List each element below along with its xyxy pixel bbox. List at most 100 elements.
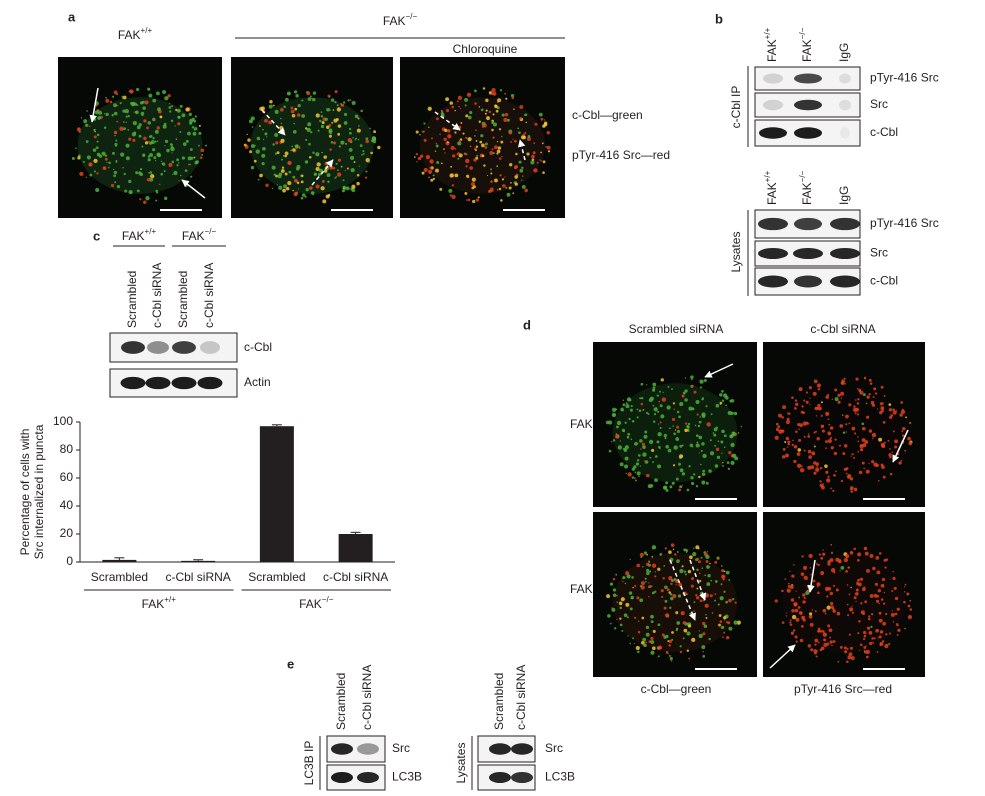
puncta (822, 549, 824, 551)
puncta (904, 583, 907, 586)
puncta (343, 121, 348, 125)
blot-band (121, 341, 145, 354)
puncta (457, 157, 460, 160)
row-label: Src (870, 246, 888, 260)
puncta (691, 577, 695, 581)
puncta (304, 195, 307, 198)
puncta (712, 432, 715, 434)
puncta (842, 414, 844, 416)
puncta (787, 582, 790, 585)
puncta (719, 393, 723, 397)
puncta (493, 145, 498, 150)
puncta (832, 584, 836, 587)
puncta (614, 627, 617, 630)
puncta (292, 189, 294, 192)
puncta (519, 117, 522, 120)
puncta (96, 140, 99, 143)
puncta (85, 140, 89, 143)
puncta (667, 385, 670, 388)
puncta (679, 444, 683, 448)
puncta (325, 125, 330, 130)
puncta (816, 563, 819, 566)
puncta (891, 451, 894, 453)
puncta (839, 424, 844, 428)
puncta (781, 589, 784, 593)
puncta (617, 445, 623, 450)
blot-band (172, 341, 196, 354)
puncta (519, 105, 524, 109)
puncta (857, 436, 859, 438)
puncta (342, 185, 347, 191)
puncta (327, 180, 330, 183)
puncta (663, 433, 667, 438)
puncta (300, 180, 304, 184)
puncta (653, 412, 657, 416)
puncta (878, 437, 883, 442)
puncta (522, 175, 524, 177)
puncta (693, 547, 695, 550)
puncta (547, 150, 551, 153)
puncta (358, 165, 360, 167)
puncta (187, 131, 191, 136)
puncta (607, 420, 613, 425)
puncta (159, 115, 163, 119)
puncta (731, 431, 736, 436)
puncta (198, 144, 200, 147)
puncta (849, 607, 854, 612)
puncta (860, 602, 863, 605)
puncta (475, 198, 480, 202)
puncta (866, 568, 870, 573)
arrow (689, 559, 707, 601)
puncta (114, 142, 118, 147)
puncta (877, 589, 882, 593)
puncta (454, 109, 457, 112)
puncta (148, 172, 150, 174)
puncta (698, 633, 703, 639)
puncta (641, 442, 645, 446)
puncta (132, 138, 136, 142)
puncta (312, 91, 317, 95)
puncta (525, 121, 527, 124)
puncta (639, 584, 643, 588)
puncta (803, 575, 808, 580)
puncta (863, 646, 867, 649)
puncta (164, 96, 169, 101)
puncta (290, 106, 294, 110)
puncta (133, 111, 135, 113)
puncta (807, 435, 811, 438)
puncta (816, 582, 821, 587)
puncta (284, 154, 288, 158)
arrow (704, 363, 734, 378)
puncta (816, 383, 822, 388)
puncta (119, 102, 122, 105)
puncta (92, 148, 97, 152)
puncta (879, 641, 884, 646)
puncta (278, 185, 283, 190)
puncta (732, 453, 737, 458)
puncta (444, 152, 446, 154)
puncta (105, 96, 107, 99)
puncta (795, 430, 798, 434)
puncta (152, 137, 155, 140)
puncta (698, 452, 701, 454)
puncta (330, 141, 334, 144)
puncta (143, 200, 147, 204)
puncta (188, 163, 190, 166)
puncta (513, 108, 515, 110)
puncta (454, 173, 459, 178)
puncta (432, 174, 435, 177)
puncta (654, 590, 657, 593)
puncta (652, 388, 656, 392)
puncta (498, 128, 502, 131)
puncta (328, 134, 332, 138)
puncta (129, 89, 132, 92)
puncta (280, 169, 285, 173)
puncta (664, 599, 668, 603)
puncta (873, 462, 878, 467)
puncta (833, 473, 836, 477)
puncta (169, 143, 173, 146)
puncta (894, 445, 898, 449)
puncta (141, 145, 144, 148)
puncta (851, 453, 854, 456)
puncta (908, 441, 913, 446)
